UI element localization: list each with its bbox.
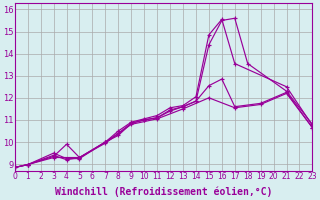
X-axis label: Windchill (Refroidissement éolien,°C): Windchill (Refroidissement éolien,°C): [55, 187, 272, 197]
